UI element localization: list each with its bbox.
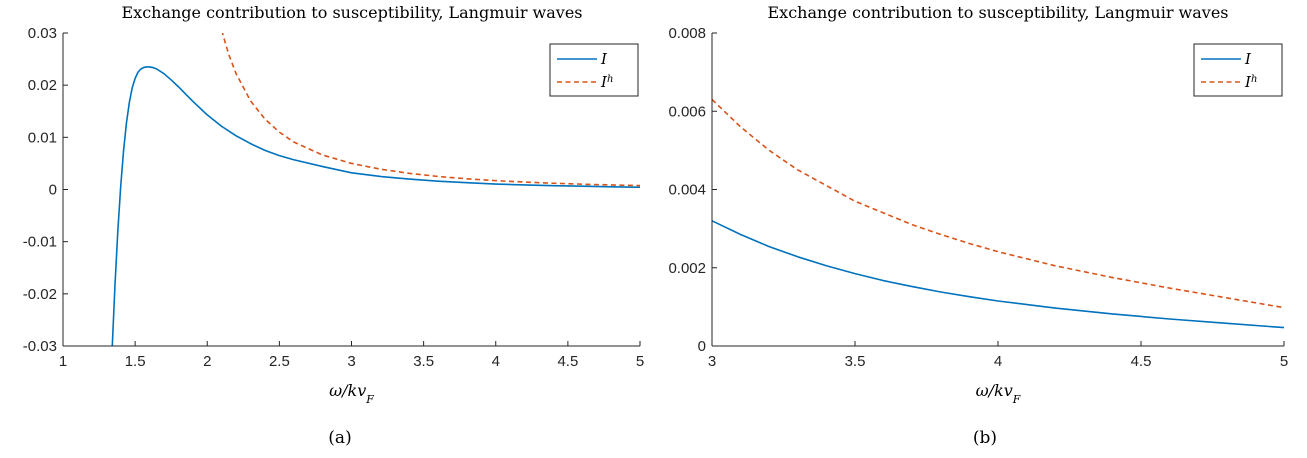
series-line-I xyxy=(712,220,1284,329)
y-tick-label: 0 xyxy=(49,182,57,199)
x-tick-label: 1.5 xyxy=(125,353,146,370)
y-tick-label: 0.006 xyxy=(668,103,706,120)
chart-panel-a: Exchange contribution to susceptibility,… xyxy=(23,3,644,448)
x-tick-label: 2.5 xyxy=(269,353,290,370)
x-tick-label: 4 xyxy=(492,353,500,370)
panel-caption: (b) xyxy=(973,428,997,448)
x-axis-label: ω/kvF xyxy=(976,381,1021,406)
x-tick-label: 3 xyxy=(708,353,716,370)
y-tick-label: 0 xyxy=(698,338,706,355)
x-tick-label: 5 xyxy=(1280,353,1288,370)
series-line-I-h xyxy=(221,33,640,187)
series-group xyxy=(111,33,640,346)
x-tick-label: 2 xyxy=(203,353,211,370)
legend: I Ih xyxy=(549,43,639,97)
y-tick-label: 0.02 xyxy=(28,77,57,94)
x-tick-label: 5 xyxy=(636,353,644,370)
legend-label-I: I xyxy=(1244,50,1252,68)
y-tick-label: 0.008 xyxy=(668,25,706,42)
series-line-I-h xyxy=(712,98,1284,309)
y-tick-label: 0.004 xyxy=(668,182,706,199)
x-tick-label: 3.5 xyxy=(845,353,866,370)
x-axis-label: ω/kvF xyxy=(329,381,374,406)
panel-caption: (a) xyxy=(328,428,351,448)
y-tick-label: 0.03 xyxy=(28,25,57,42)
legend: I Ih xyxy=(1193,43,1283,97)
x-tick-label: 4.5 xyxy=(557,353,578,370)
x-tick-label: 3 xyxy=(347,353,355,370)
legend-box xyxy=(1193,43,1283,97)
x-tick-label: 4.5 xyxy=(1131,353,1152,370)
x-tick-label: 4 xyxy=(994,353,1002,370)
chart-title: Exchange contribution to susceptibility,… xyxy=(767,3,1228,22)
legend-box xyxy=(549,43,639,97)
series-line-I xyxy=(111,66,640,346)
legend-label-I: I xyxy=(600,50,608,68)
y-tick-label: 0.01 xyxy=(28,129,57,146)
y-tick-label: -0.02 xyxy=(23,286,57,303)
y-tick-label: -0.01 xyxy=(23,234,57,251)
y-tick-label: 0.002 xyxy=(668,260,706,277)
y-tick-label: -0.03 xyxy=(23,338,57,355)
x-tick-label: 1 xyxy=(59,353,67,370)
x-tick-label: 3.5 xyxy=(413,353,434,370)
legend-label-I-h: Ih xyxy=(600,73,613,91)
chart-title: Exchange contribution to susceptibility,… xyxy=(121,3,582,22)
legend-label-I-h: Ih xyxy=(1244,73,1257,91)
series-group xyxy=(712,98,1284,329)
chart-panel-b: Exchange contribution to susceptibility,… xyxy=(668,3,1288,448)
